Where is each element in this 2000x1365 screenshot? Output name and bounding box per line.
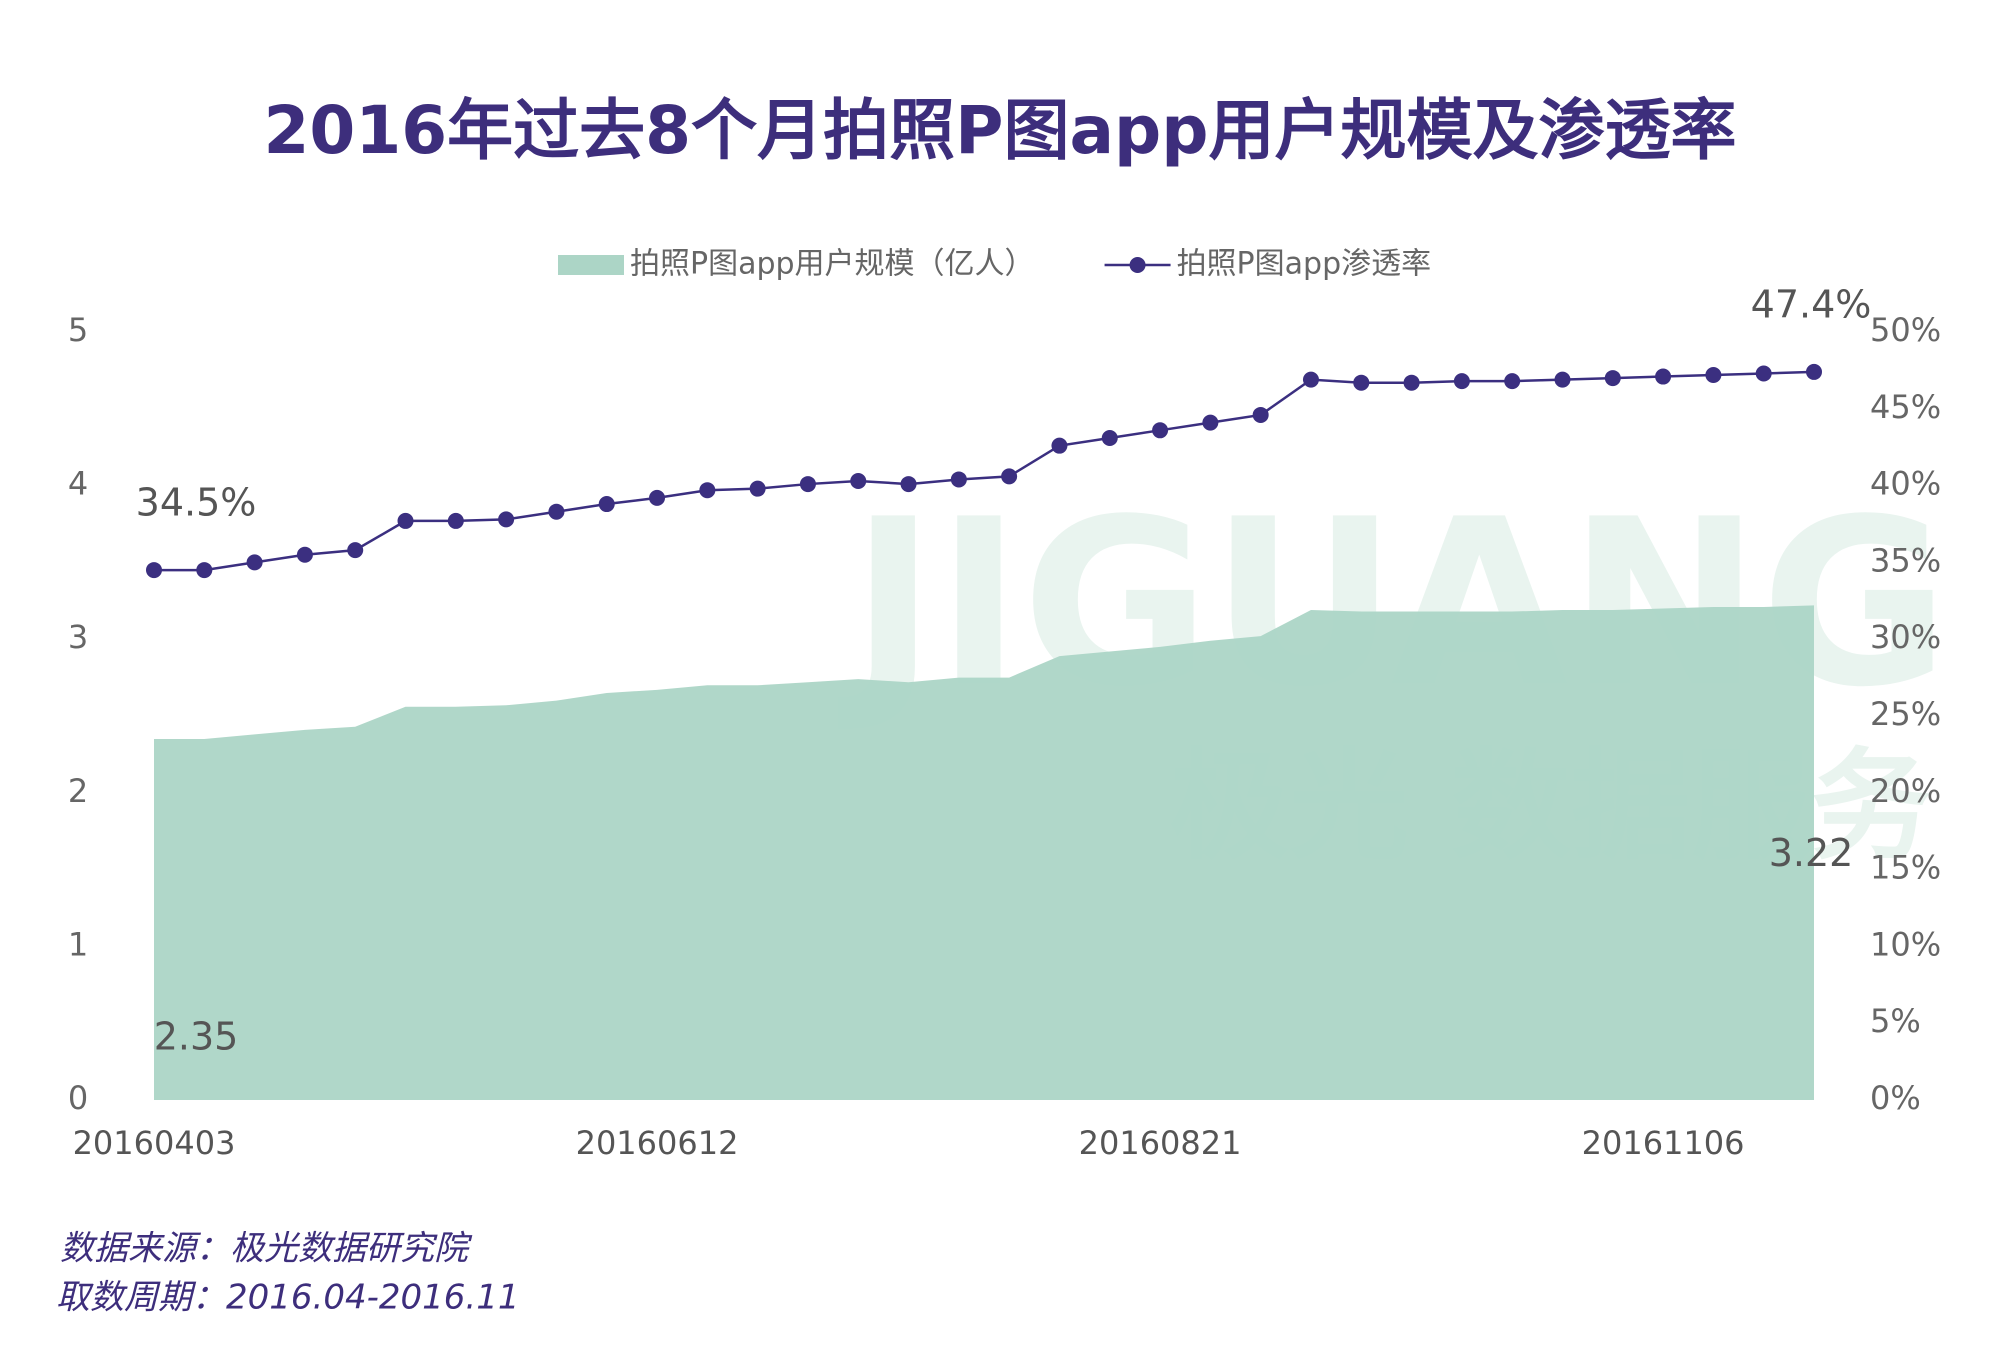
point — [296, 546, 313, 563]
period-note: 取数周期：2016.04-2016.11 — [56, 1278, 519, 1318]
point — [1504, 373, 1521, 390]
point — [246, 554, 263, 571]
point — [1353, 374, 1370, 391]
point — [548, 503, 565, 520]
point — [1202, 414, 1219, 431]
source-note: 数据来源：极光数据研究院 — [60, 1229, 473, 1269]
data-label: 2.35 — [154, 1015, 239, 1059]
point — [1755, 365, 1772, 382]
x-tick-label: 20161106 — [1582, 1124, 1745, 1162]
data-label: 47.4% — [1751, 282, 1872, 326]
point — [1101, 429, 1118, 446]
line — [154, 370, 1815, 572]
y2-tick-label: 40% — [1870, 465, 1941, 503]
point — [598, 496, 615, 513]
y2-tick-label: 20% — [1870, 772, 1941, 810]
y2-tick-label: 0% — [1870, 1079, 1921, 1117]
point — [1604, 370, 1621, 387]
y2-tick-label: 35% — [1870, 541, 1941, 579]
point — [900, 476, 917, 493]
x-tick-label: 20160612 — [576, 1124, 739, 1162]
legend-label: 拍照P图app渗透率 — [1177, 247, 1432, 282]
y2-tick-label: 25% — [1870, 695, 1941, 733]
legend-swatch — [558, 255, 624, 275]
point — [196, 562, 213, 579]
point — [1453, 373, 1470, 390]
legend-swatch — [1129, 257, 1146, 273]
y-tick-label: 2 — [68, 772, 88, 810]
y2-tick-label: 10% — [1870, 925, 1941, 963]
x-tick-label: 20160403 — [73, 1124, 236, 1162]
point — [347, 542, 364, 559]
point — [850, 472, 867, 489]
point — [1051, 437, 1068, 454]
y2-tick-label: 15% — [1870, 849, 1941, 887]
y-tick-label: 4 — [68, 465, 88, 503]
data-label: 34.5% — [136, 481, 257, 525]
y-tick-label: 3 — [68, 618, 88, 656]
y-tick-label: 0 — [68, 1079, 88, 1117]
area — [154, 605, 1814, 1100]
data-label: 3.22 — [1769, 831, 1854, 875]
point — [397, 512, 414, 529]
point — [749, 480, 766, 497]
point — [498, 511, 515, 528]
point — [1302, 371, 1319, 388]
y2-tick-label: 50% — [1870, 311, 1941, 349]
point — [1705, 367, 1722, 384]
point — [799, 476, 816, 493]
point — [1001, 468, 1018, 485]
point — [699, 482, 716, 499]
point — [1152, 422, 1169, 439]
y-tick-label: 5 — [68, 311, 88, 349]
y2-tick-label: 30% — [1870, 618, 1941, 656]
point — [1655, 368, 1672, 385]
chart-title: 2016年过去8个月拍照P图app用户规模及渗透率 — [263, 92, 1736, 169]
y-tick-label: 1 — [68, 925, 88, 963]
point — [146, 562, 162, 579]
point — [950, 471, 967, 488]
point — [447, 512, 464, 529]
point — [1403, 374, 1420, 391]
point — [1554, 371, 1571, 388]
point — [1806, 363, 1822, 380]
legend-label: 拍照P图app用户规模（亿人） — [630, 247, 1035, 282]
point — [1252, 406, 1269, 423]
y2-tick-label: 45% — [1870, 388, 1941, 426]
point — [649, 489, 666, 506]
x-tick-label: 20160821 — [1079, 1124, 1242, 1162]
y2-tick-label: 5% — [1870, 1002, 1921, 1040]
